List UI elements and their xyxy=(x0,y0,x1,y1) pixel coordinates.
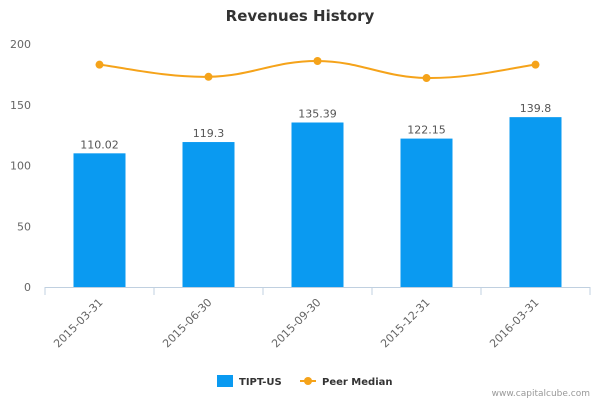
bar-2015-12-31[interactable] xyxy=(400,138,453,287)
chart-title: Revenues History xyxy=(226,7,375,25)
legend-label-peer-median[interactable]: Peer Median xyxy=(322,377,393,388)
x-tick-label-2015-06-30: 2015-06-30 xyxy=(160,296,214,350)
x-tick-label-2015-12-31: 2015-12-31 xyxy=(378,296,432,350)
peer-median-point-2015-06-30[interactable] xyxy=(204,72,213,81)
bar-data-labels: 110.02 119.3 135.39 122.15 139.8 xyxy=(80,102,551,151)
legend-marker-peer-median[interactable] xyxy=(304,377,312,385)
peer-median-point-2015-12-31[interactable] xyxy=(422,74,431,83)
legend-label-tipt-us[interactable]: TIPT-US xyxy=(239,377,282,388)
y-tick-label-50: 50 xyxy=(17,220,31,233)
x-tick-label-2015-03-31: 2015-03-31 xyxy=(51,296,105,350)
data-label-2015-03-31: 110.02 xyxy=(80,138,119,151)
bar-2015-06-30[interactable] xyxy=(182,142,235,287)
data-label-2016-03-31: 139.8 xyxy=(520,102,552,115)
y-tick-label-0: 0 xyxy=(24,281,31,294)
data-label-2015-12-31: 122.15 xyxy=(407,124,446,137)
x-tick-label-2015-09-30: 2015-09-30 xyxy=(269,296,323,350)
data-label-2015-09-30: 135.39 xyxy=(298,108,337,121)
bar-2015-09-30[interactable] xyxy=(291,122,344,287)
y-tick-label-150: 150 xyxy=(10,99,31,112)
y-axis: 0 50 100 150 200 xyxy=(10,38,31,294)
peer-median-point-2016-03-31[interactable] xyxy=(531,60,540,69)
legend-swatch-tipt-us[interactable] xyxy=(217,375,233,387)
x-tick-label-2016-03-31: 2016-03-31 xyxy=(487,296,541,350)
legend[interactable]: TIPT-US Peer Median xyxy=(217,375,393,388)
x-axis: 2015-03-31 2015-06-30 2015-09-30 2015-12-31… xyxy=(44,287,591,350)
peer-median-point-2015-03-31[interactable] xyxy=(95,60,104,69)
credit-text[interactable]: www.capitalcube.com xyxy=(492,389,590,399)
bar-series-tipt-us xyxy=(73,117,562,287)
data-label-2015-06-30: 119.3 xyxy=(193,127,225,140)
y-tick-label-100: 100 xyxy=(10,160,31,173)
line-series-peer-median xyxy=(95,57,540,83)
y-tick-label-200: 200 xyxy=(10,38,31,51)
bar-2016-03-31[interactable] xyxy=(509,117,562,287)
peer-median-point-2015-09-30[interactable] xyxy=(313,57,322,66)
bar-2015-03-31[interactable] xyxy=(73,153,126,287)
